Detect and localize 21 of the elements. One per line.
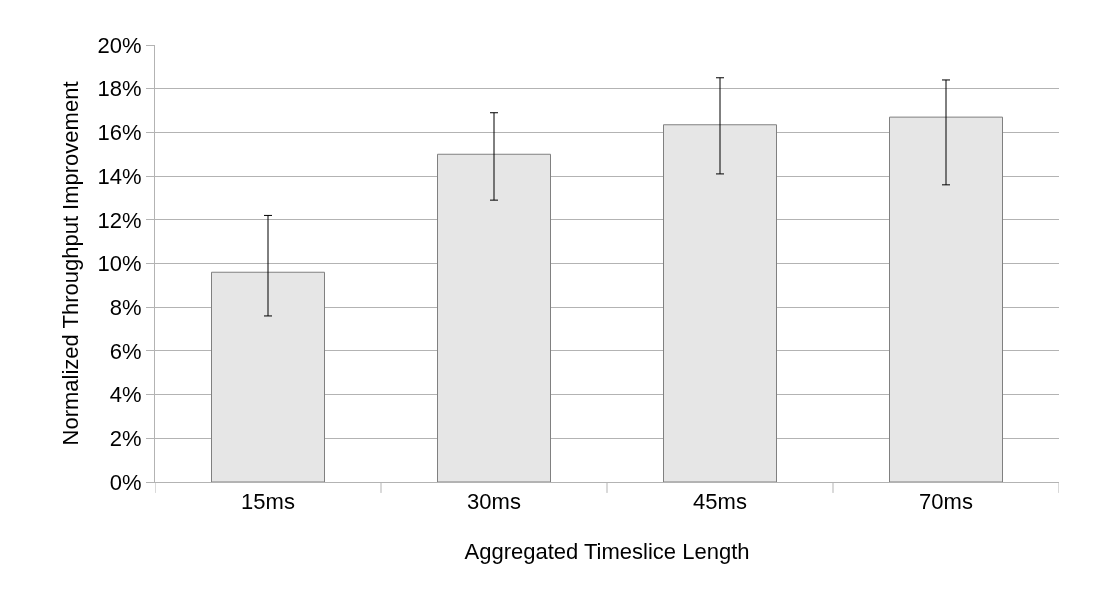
x-tick-label: 45ms xyxy=(693,489,747,515)
y-tick-label: 14% xyxy=(97,163,142,189)
x-axis-title: Aggregated Timeslice Length xyxy=(464,539,750,565)
y-tick-label: 8% xyxy=(109,294,142,320)
bar xyxy=(211,271,325,482)
y-tick-label: 6% xyxy=(109,338,142,364)
y-tick-label: 10% xyxy=(97,251,142,277)
x-tick-label: 15ms xyxy=(241,489,295,515)
x-tick-label: 30ms xyxy=(467,489,521,515)
y-tick-label: 0% xyxy=(109,469,142,495)
y-tick-label: 12% xyxy=(97,207,142,233)
y-axis-title: Normalized Throughput Improvement xyxy=(58,81,84,446)
y-tick-label: 2% xyxy=(109,426,142,451)
bar xyxy=(437,153,551,482)
bar xyxy=(663,124,777,482)
bar xyxy=(889,116,1003,482)
y-tick-label: 18% xyxy=(97,76,142,102)
y-tick-label: 20% xyxy=(97,32,142,58)
x-tick-label: 70ms xyxy=(919,489,973,515)
y-tick-label: 4% xyxy=(109,382,142,408)
y-tick-label: 16% xyxy=(97,120,142,146)
